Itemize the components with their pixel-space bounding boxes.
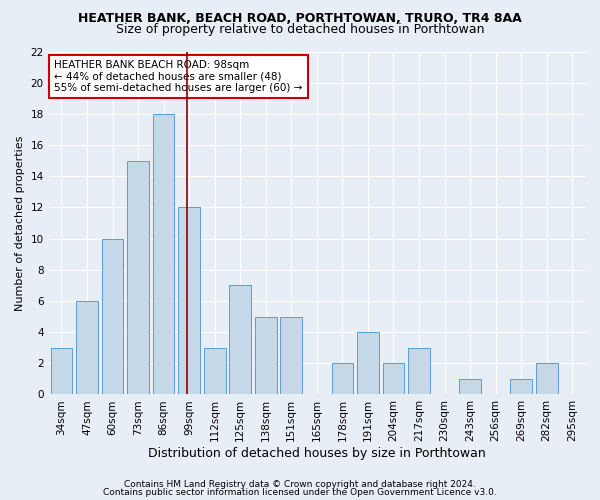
Bar <box>229 286 251 395</box>
Bar <box>332 364 353 394</box>
Bar <box>280 316 302 394</box>
Text: Contains HM Land Registry data © Crown copyright and database right 2024.: Contains HM Land Registry data © Crown c… <box>124 480 476 489</box>
Bar <box>383 364 404 394</box>
Bar <box>536 364 557 394</box>
Bar <box>510 379 532 394</box>
Text: HEATHER BANK, BEACH ROAD, PORTHTOWAN, TRURO, TR4 8AA: HEATHER BANK, BEACH ROAD, PORTHTOWAN, TR… <box>78 12 522 26</box>
Y-axis label: Number of detached properties: Number of detached properties <box>15 136 25 310</box>
Bar <box>255 316 277 394</box>
Bar <box>178 208 200 394</box>
Text: HEATHER BANK BEACH ROAD: 98sqm
← 44% of detached houses are smaller (48)
55% of : HEATHER BANK BEACH ROAD: 98sqm ← 44% of … <box>54 60 302 94</box>
Bar <box>408 348 430 395</box>
Bar <box>101 238 124 394</box>
Text: Size of property relative to detached houses in Porthtowan: Size of property relative to detached ho… <box>116 22 484 36</box>
Text: Contains public sector information licensed under the Open Government Licence v3: Contains public sector information licen… <box>103 488 497 497</box>
Bar <box>153 114 175 394</box>
Bar <box>204 348 226 395</box>
Bar <box>50 348 72 395</box>
X-axis label: Distribution of detached houses by size in Porthtowan: Distribution of detached houses by size … <box>148 447 486 460</box>
Bar <box>127 160 149 394</box>
Bar <box>357 332 379 394</box>
Bar <box>76 301 98 394</box>
Bar <box>459 379 481 394</box>
